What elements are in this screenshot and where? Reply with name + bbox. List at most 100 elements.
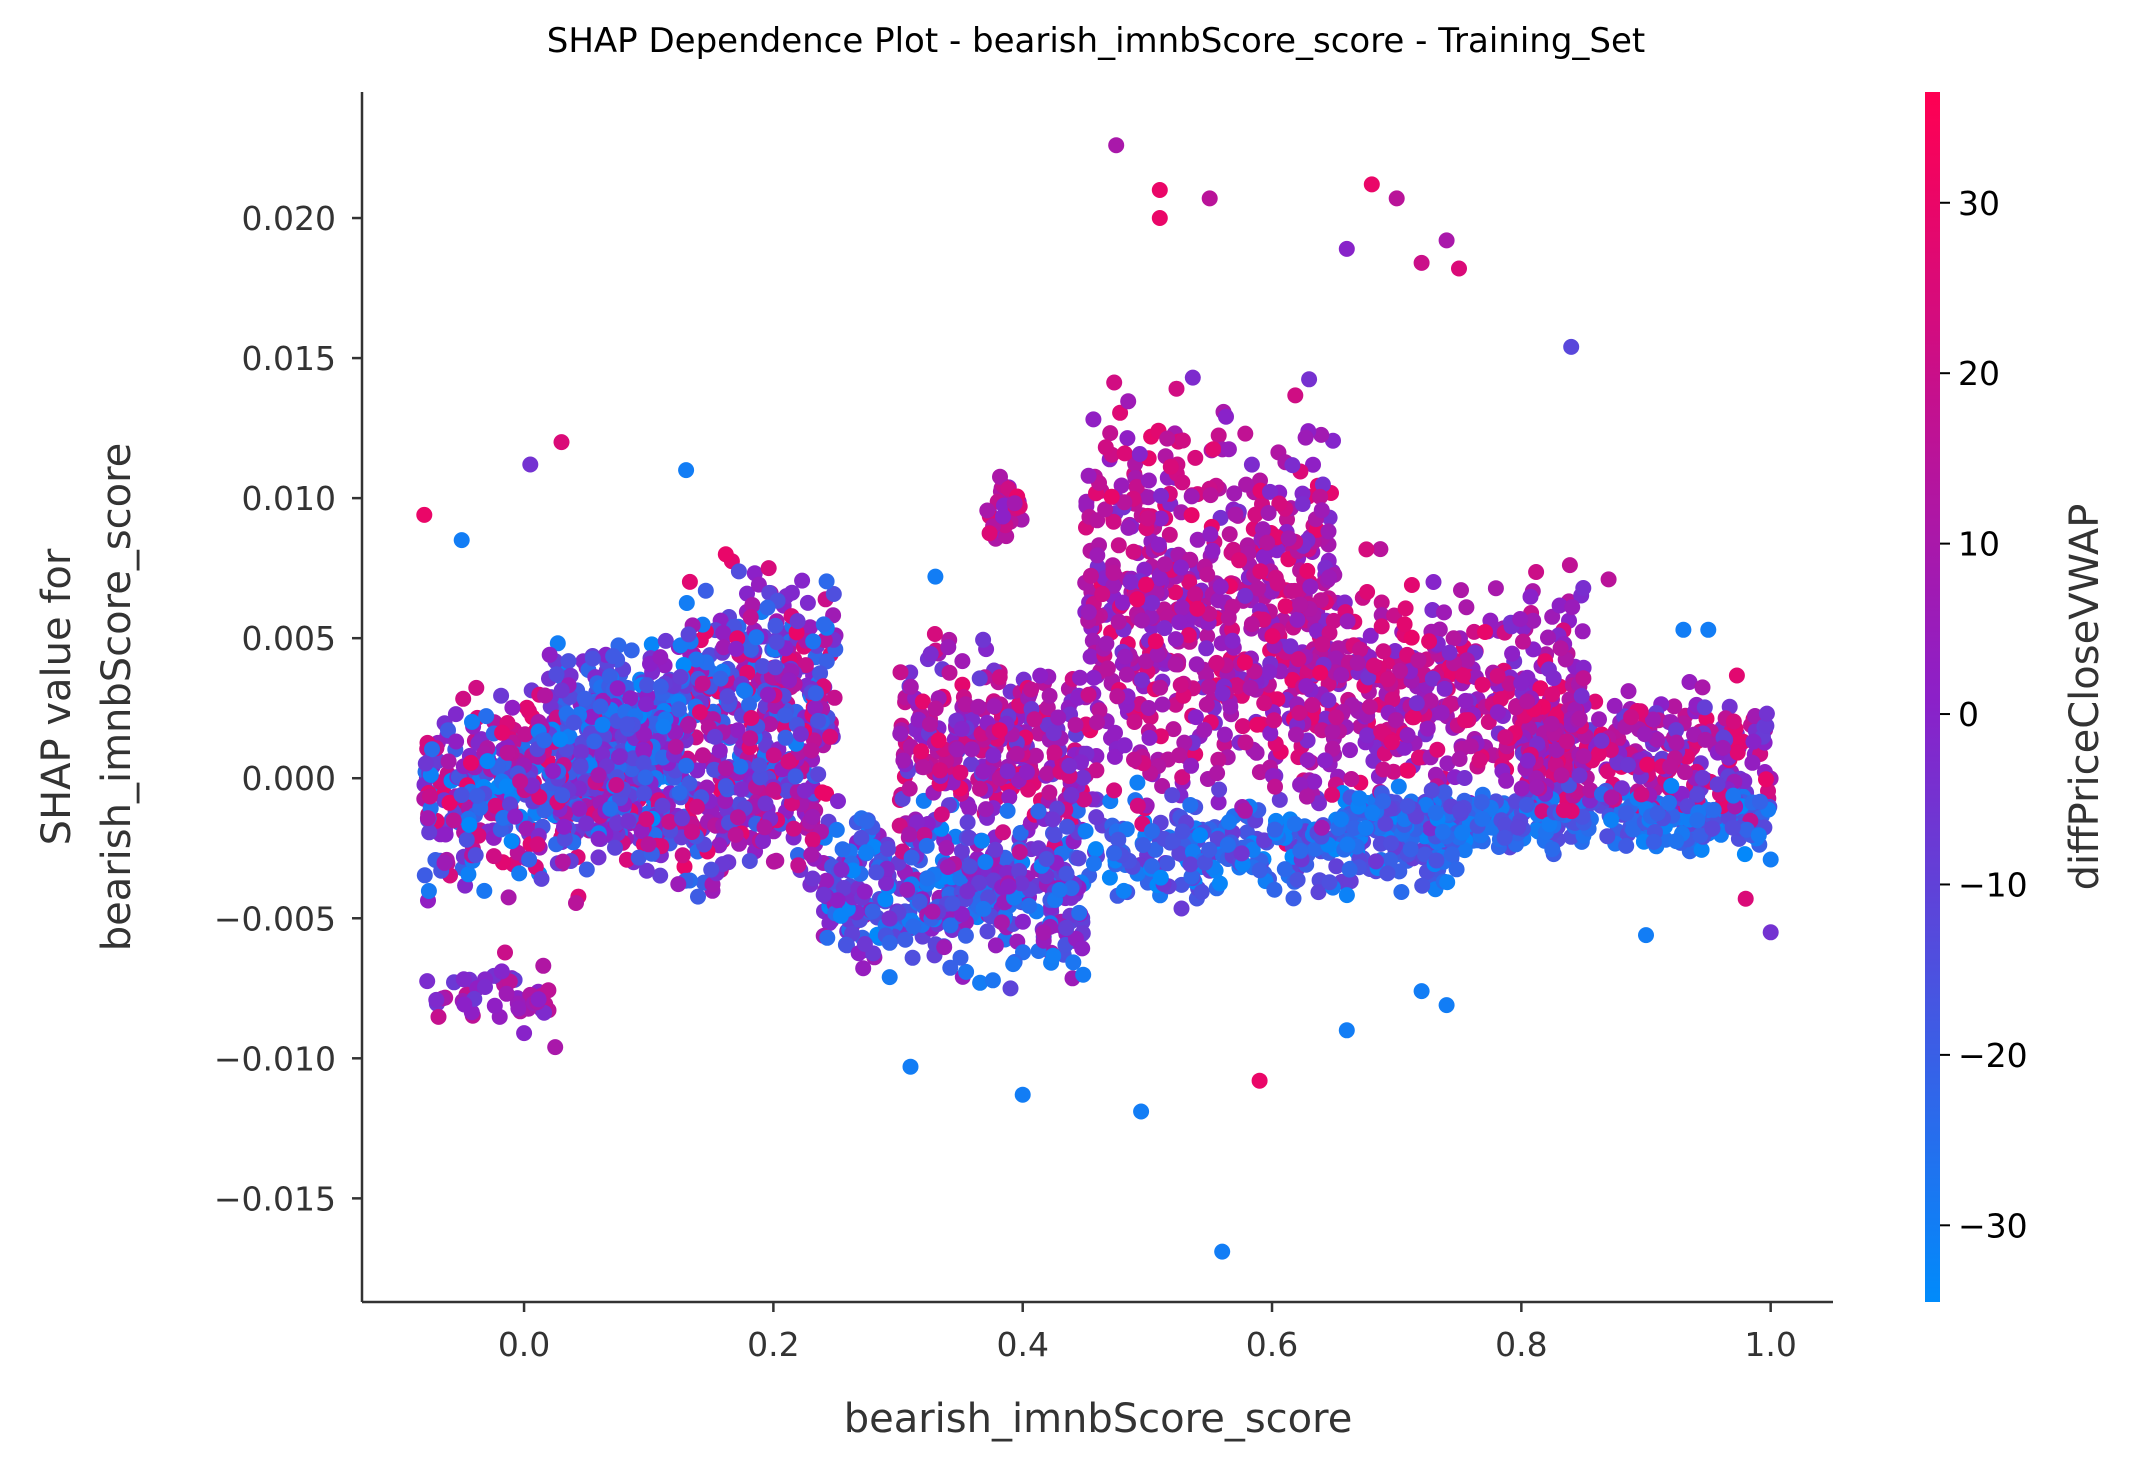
data-point <box>1106 748 1123 765</box>
data-point <box>1332 811 1349 828</box>
data-point <box>1423 782 1440 799</box>
data-point <box>1510 819 1526 836</box>
data-point <box>1089 547 1106 564</box>
data-point <box>1075 769 1092 786</box>
data-point <box>733 781 750 798</box>
data-point <box>1292 596 1309 613</box>
data-point <box>1338 240 1355 257</box>
data-point <box>1216 726 1233 743</box>
data-point <box>1050 709 1067 726</box>
data-point <box>1059 818 1076 835</box>
data-point <box>1289 611 1306 628</box>
data-point <box>1575 580 1592 596</box>
data-point <box>1229 678 1246 695</box>
data-point <box>510 1000 527 1017</box>
data-point <box>807 699 824 716</box>
data-point <box>787 768 804 785</box>
data-point <box>895 752 912 769</box>
data-point <box>1458 599 1475 616</box>
colorbar <box>1925 92 1940 1302</box>
data-point <box>497 944 513 961</box>
data-point <box>545 763 561 779</box>
data-point <box>1299 752 1316 769</box>
data-point <box>1171 614 1188 631</box>
data-point <box>1074 940 1091 957</box>
data-point <box>909 814 926 831</box>
data-point <box>1115 882 1132 899</box>
data-point <box>1512 611 1529 627</box>
data-point <box>1501 675 1518 692</box>
data-point <box>1152 510 1169 527</box>
data-point <box>1645 711 1661 728</box>
data-point <box>1041 784 1058 801</box>
data-point <box>1209 765 1226 782</box>
data-point <box>518 699 535 716</box>
data-point <box>815 886 832 903</box>
data-point <box>1419 720 1436 737</box>
data-point <box>810 766 827 783</box>
data-point <box>1528 779 1545 796</box>
data-point <box>1383 734 1400 751</box>
data-point <box>441 794 458 811</box>
data-point <box>1471 752 1488 769</box>
data-point <box>729 722 746 739</box>
data-point <box>1153 487 1169 504</box>
data-point <box>1107 724 1123 741</box>
data-point <box>1133 1103 1150 1120</box>
data-point <box>1384 691 1401 708</box>
data-point <box>880 840 896 857</box>
data-point <box>637 769 654 786</box>
data-point <box>556 830 573 847</box>
data-point <box>1173 900 1190 917</box>
data-point <box>1339 836 1356 853</box>
data-point <box>1696 699 1713 716</box>
data-point <box>986 698 1003 715</box>
data-point <box>1540 629 1556 646</box>
data-point <box>1174 474 1191 491</box>
data-point <box>987 841 1004 858</box>
data-point <box>1005 956 1022 973</box>
data-point <box>487 797 504 814</box>
data-point <box>1451 260 1467 277</box>
data-point <box>1188 656 1205 673</box>
data-point <box>1313 502 1330 519</box>
data-point <box>1118 666 1135 683</box>
data-point <box>1080 686 1097 703</box>
data-point <box>1474 676 1491 693</box>
data-point <box>1141 729 1158 746</box>
data-point <box>1414 877 1431 894</box>
data-point <box>1226 485 1243 502</box>
data-point <box>1264 628 1281 645</box>
data-point <box>1205 441 1222 458</box>
data-point <box>1545 670 1562 687</box>
data-point <box>1314 636 1331 653</box>
data-point <box>1692 827 1709 844</box>
data-point <box>455 690 472 707</box>
data-point <box>783 584 800 601</box>
data-point <box>1006 495 1023 512</box>
data-point <box>1425 574 1442 590</box>
data-point <box>1254 521 1271 538</box>
data-point <box>1288 726 1304 743</box>
data-point <box>1399 798 1416 814</box>
data-point <box>1373 607 1390 624</box>
data-point <box>1192 827 1208 844</box>
data-point <box>992 468 1008 485</box>
data-point <box>957 927 974 944</box>
data-point <box>954 676 971 693</box>
data-point <box>755 833 771 849</box>
data-point <box>972 974 989 991</box>
data-point <box>765 747 782 764</box>
data-point <box>594 746 611 763</box>
data-point <box>688 651 705 668</box>
data-point <box>1497 729 1514 746</box>
data-point <box>428 991 445 1008</box>
data-point <box>1359 584 1376 600</box>
data-point <box>1045 725 1062 742</box>
data-point <box>924 903 941 920</box>
data-point <box>744 597 761 613</box>
data-point <box>1129 591 1146 608</box>
data-point <box>1221 526 1238 543</box>
data-point <box>1675 621 1692 638</box>
data-point <box>1477 624 1493 640</box>
